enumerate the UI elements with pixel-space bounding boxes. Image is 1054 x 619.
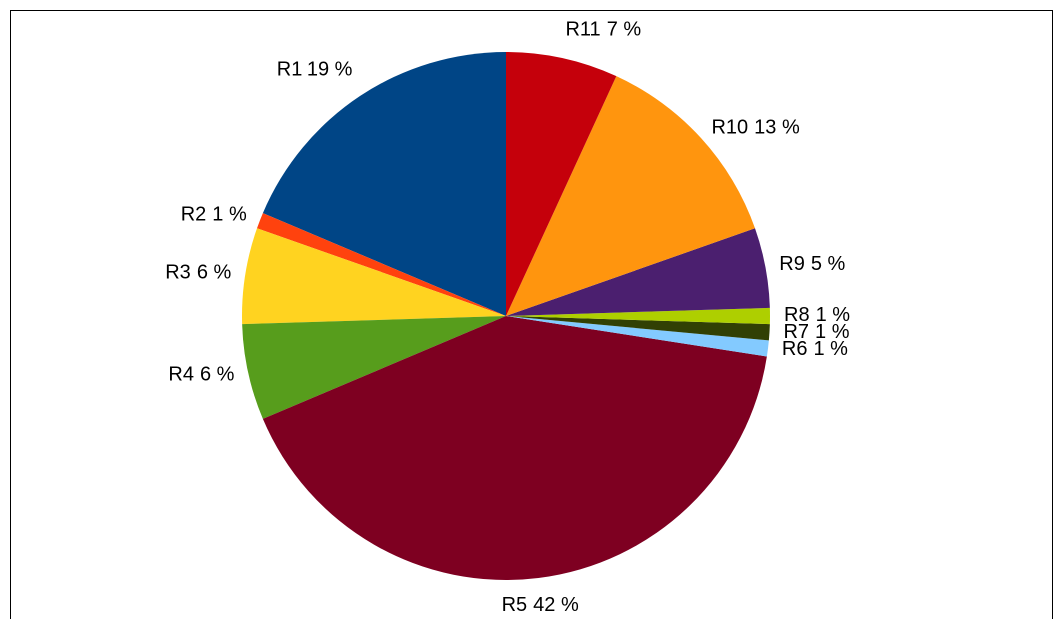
data-label: R11 7 %	[565, 19, 641, 41]
pie-slice	[506, 316, 770, 341]
category-name: R1	[277, 59, 302, 81]
value-label: 1 %	[816, 304, 851, 326]
category-name: R6	[782, 338, 808, 360]
data-label: R5 42 %	[502, 594, 579, 616]
pie-slice	[506, 316, 769, 357]
value-label: 13 %	[754, 117, 800, 139]
data-label: R9 5 %	[779, 253, 845, 275]
pie-slice	[262, 52, 506, 316]
category-name: R2	[181, 204, 207, 226]
data-label: R2 1 %	[181, 204, 247, 226]
value-label: 5 %	[811, 253, 846, 275]
value-label: 6 %	[200, 364, 235, 386]
value-label: 1 %	[815, 321, 850, 343]
data-label: R10 13 %	[711, 117, 800, 139]
data-label: R8 1 %	[784, 304, 850, 326]
pie	[242, 52, 770, 580]
data-label: R1 19 %	[277, 59, 353, 81]
value-label: 19 %	[307, 59, 353, 81]
category-name: R9	[779, 253, 805, 275]
pie-slice	[242, 316, 506, 419]
value-label: 42 %	[533, 594, 579, 616]
data-label: R6 1 %	[782, 338, 848, 360]
data-label: R3 6 %	[165, 262, 231, 284]
pie-slice	[257, 213, 506, 316]
data-label: R7 1 %	[783, 321, 849, 343]
category-name: R11	[565, 19, 600, 41]
value-label: 6 %	[197, 262, 232, 284]
data-label: R4 6 %	[168, 364, 234, 386]
category-name: R10	[711, 117, 748, 139]
pie-slice	[506, 76, 755, 317]
pie-slice	[506, 52, 617, 316]
pie-slice	[242, 228, 506, 325]
category-name: R4	[168, 364, 194, 386]
pie-slice	[506, 228, 770, 316]
value-label: 7 %	[607, 19, 642, 41]
category-name: R8	[784, 304, 810, 326]
category-name: R5	[502, 594, 528, 616]
labels: R1 19 %R2 1 %R3 6 %R4 6 %R5 42 %R6 1 %R7 1 %R8 1…	[165, 19, 850, 616]
value-label: 1 %	[212, 204, 247, 226]
category-name: R7	[783, 321, 809, 343]
value-label: 1 %	[813, 338, 848, 360]
category-name: R3	[165, 262, 191, 284]
pie-slice	[262, 316, 767, 580]
pie-slice	[506, 307, 770, 325]
